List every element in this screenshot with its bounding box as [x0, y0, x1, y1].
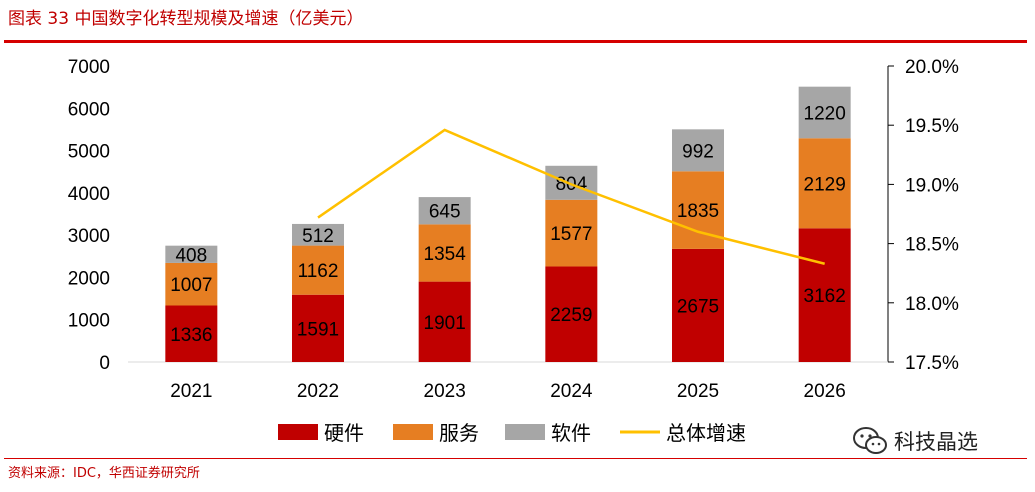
data-label-services: 2129 — [804, 174, 846, 195]
y2-tick-label: 19.5% — [905, 116, 959, 137]
top-divider — [4, 40, 1027, 43]
data-label-software: 992 — [682, 141, 714, 162]
x-tick-label: 2025 — [677, 381, 719, 402]
y-tick-label: 5000 — [68, 142, 110, 163]
bar-hardware — [798, 228, 851, 362]
x-tick-label: 2021 — [170, 381, 212, 402]
data-label-hardware: 1591 — [297, 319, 339, 340]
legend-label: 服务 — [439, 421, 479, 445]
watermark-text: 科技晶选 — [894, 430, 978, 454]
data-label-software: 512 — [302, 226, 334, 247]
data-label-software: 408 — [175, 245, 207, 266]
x-tick-label: 2024 — [550, 381, 593, 402]
x-tick-label: 2026 — [804, 381, 846, 402]
data-label-hardware: 1901 — [424, 313, 466, 334]
wechat-icon — [853, 427, 887, 454]
bar-services — [545, 199, 598, 267]
legend-swatch-services — [393, 424, 433, 440]
bar-software — [418, 197, 471, 225]
y-tick-label: 2000 — [68, 268, 110, 289]
bar-hardware — [545, 266, 598, 362]
bar-software — [798, 86, 851, 139]
bar-services — [165, 262, 218, 306]
bar-software — [165, 245, 218, 263]
y-tick-label: 4000 — [68, 184, 110, 205]
x-tick-label: 2022 — [297, 381, 339, 402]
bar-services — [798, 138, 851, 229]
watermark: 科技晶选 — [852, 426, 978, 456]
data-label-services: 1835 — [677, 201, 719, 222]
bar-services — [292, 245, 344, 295]
y2-tick-label: 19.0% — [905, 175, 959, 196]
chart-title: 图表 33 中国数字化转型规模及增速（亿美元） — [8, 9, 364, 29]
bar-software — [672, 129, 724, 172]
y-tick-label: 1000 — [68, 311, 110, 332]
data-label-hardware: 1336 — [170, 325, 212, 346]
bar-hardware — [418, 281, 471, 362]
bar-hardware — [672, 248, 724, 362]
data-label-hardware: 2675 — [677, 296, 719, 317]
data-label-software: 645 — [429, 202, 461, 223]
legend-label: 硬件 — [324, 421, 364, 445]
x-tick-label: 2023 — [424, 381, 466, 402]
bar-hardware — [165, 305, 218, 362]
legend-swatch-hardware — [278, 424, 318, 440]
bar-software — [292, 223, 344, 246]
data-label-services: 1577 — [550, 224, 592, 245]
source-note: 资料来源：IDC，华西证券研究所 — [8, 466, 200, 481]
y2-tick-label: 20.0% — [905, 57, 959, 78]
y-tick-label: 6000 — [68, 99, 110, 120]
legend-swatch-software — [505, 424, 545, 440]
y-tick-label: 0 — [99, 353, 110, 374]
data-label-hardware: 3162 — [804, 286, 846, 307]
bar-software — [545, 165, 598, 200]
y2-tick-label: 18.0% — [905, 294, 959, 315]
bottom-divider — [4, 458, 1027, 459]
y2-tick-label: 18.5% — [905, 235, 959, 256]
bar-hardware — [292, 294, 344, 362]
data-label-software: 1220 — [804, 103, 846, 124]
data-label-services: 1007 — [170, 275, 212, 296]
data-label-hardware: 2259 — [550, 305, 592, 326]
y-tick-label: 3000 — [68, 226, 110, 247]
y-tick-label: 7000 — [68, 57, 110, 78]
legend-label: 软件 — [551, 421, 591, 445]
data-label-services: 1162 — [298, 261, 339, 282]
bar-services — [418, 224, 471, 282]
y2-tick-label: 17.5% — [905, 353, 959, 374]
legend-label: 总体增速 — [666, 421, 746, 445]
data-label-services: 1354 — [424, 244, 467, 265]
